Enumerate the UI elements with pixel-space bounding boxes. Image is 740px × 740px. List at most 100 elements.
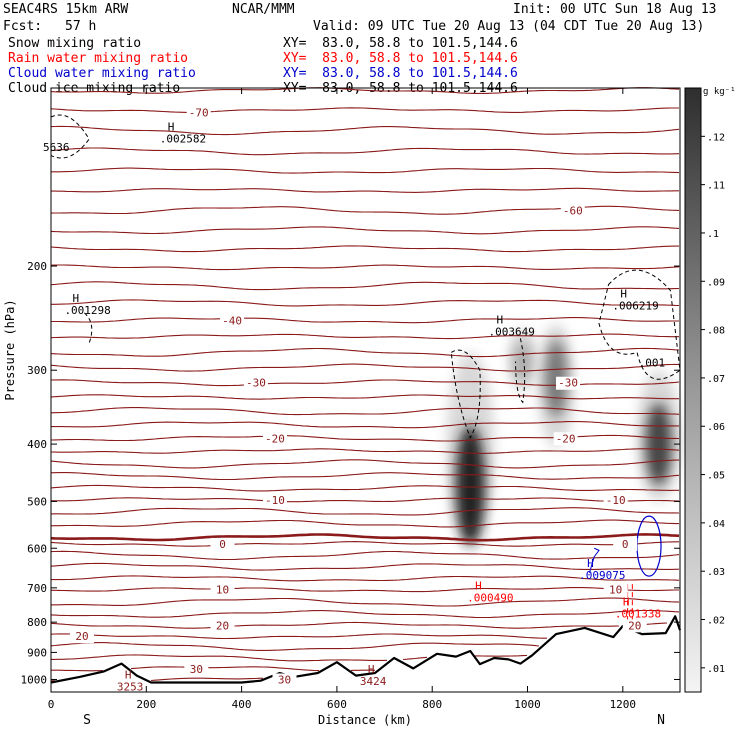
temp-label-bg-3: [243, 376, 268, 390]
y-tick-label-0: 200: [27, 260, 47, 273]
temp-label-bg-2: [220, 314, 245, 328]
temperature-contour-11: [50, 550, 680, 561]
model-title: SEAC4RS 15km ARW: [3, 2, 129, 17]
temperature-contour-25: [50, 379, 680, 387]
temp-label-bg-12: [603, 583, 628, 597]
temp-label-bg-5: [262, 432, 287, 446]
x-tick-label-5: 1000: [514, 698, 541, 711]
x-tick-label-4: 800: [422, 698, 442, 711]
temp-contour-label-8: -10: [606, 494, 626, 507]
temperature-contour-1: [51, 666, 376, 672]
temp-label-bg-13: [210, 619, 235, 633]
temp-label-bg-4: [556, 376, 581, 390]
y-tick-label-5: 700: [27, 582, 47, 595]
x-axis-label: Distance (km): [318, 713, 412, 727]
plot-frame: [50, 87, 681, 693]
temperature-contour-36: [51, 187, 679, 193]
maximum-marker-7: H: [475, 579, 482, 592]
cloud-ice-contour-0: [450, 349, 481, 439]
temp-contour-label-3: -30: [246, 377, 266, 390]
y-tick-label-8: 1000: [21, 673, 48, 686]
temperature-contour-28: [50, 333, 679, 340]
temperature-contour-21: [50, 434, 680, 442]
colorbar-tick-label-11: .12: [707, 132, 725, 143]
maximum-value-0: .002582: [160, 133, 206, 146]
y-tick-label-7: 900: [27, 646, 47, 659]
field-xy-snow: XY= 83.0, 58.8 to 101.5,144.6: [283, 36, 518, 51]
temp-contour-label-0: -70: [189, 106, 209, 119]
temp-contour-label-11: 10: [216, 584, 229, 597]
shaded-column-core-3: [645, 403, 672, 486]
maximum-marker-8: H: [623, 596, 630, 609]
maximum-marker-6: H: [587, 557, 594, 570]
colorbar-tick-label-3: .04: [707, 519, 725, 530]
colorbar-tick-label-8: .09: [707, 277, 725, 288]
temperature-contour-6: [50, 609, 680, 619]
temperature-contour-7: [50, 597, 680, 607]
temperature-contour-14: [50, 519, 679, 528]
field-name-snow: Snow mixing ratio: [8, 36, 142, 51]
temperature-contour-3: [50, 642, 540, 651]
underground-mask: [51, 616, 680, 692]
temperature-contour-9: [51, 575, 680, 582]
cloud-ice-contour-4: [84, 312, 93, 344]
temperature-contour-16: [50, 497, 680, 503]
colorbar-tick-label-4: .05: [707, 471, 725, 482]
temperature-contour-22: [50, 421, 679, 429]
cloud-water-contour-0: [636, 515, 662, 577]
temp-label-bg-9: [210, 537, 235, 551]
cloud-ice-contour-1: [515, 338, 526, 404]
maximum-marker-10: H: [368, 663, 375, 676]
freezing-level-contour: [50, 533, 680, 542]
temp-contour-label-5: -20: [265, 432, 285, 445]
temperature-contour-20: [50, 448, 680, 454]
temperature-contour-35: [50, 205, 680, 215]
temp-label-bg-8: [603, 493, 628, 507]
temperature-contour-39: [50, 125, 680, 136]
maximum-value-2: .003649: [489, 325, 535, 338]
temp-label-bg-16: [184, 662, 209, 676]
cloud-water-contour-1: [588, 547, 600, 573]
temp-contour-label-9: 0: [219, 538, 226, 551]
temp-label-bg-10: [613, 537, 638, 551]
colorbar-tick-label-1: .02: [707, 616, 725, 627]
end-label-south: S: [83, 713, 91, 728]
temperature-contour-24: [50, 394, 679, 400]
temperature-contour-41: [50, 87, 680, 94]
temperature-contour-10: [50, 562, 680, 571]
temperature-contour-8: [51, 586, 679, 593]
terrain-surface-line: [50, 615, 682, 684]
y-tick-label-6: 800: [27, 616, 47, 629]
terrain-layer: [50, 615, 682, 692]
colorbar-tick-label-0: .01: [707, 664, 725, 675]
temperature-contour-2: [51, 654, 528, 662]
temperature-contour-32: [50, 264, 680, 271]
colorbar-tick-label-10: .11: [707, 181, 725, 192]
temp-contour-label-4: -30: [558, 377, 578, 390]
temperature-contour-40: [50, 107, 679, 113]
temperature-contour-4: [50, 633, 547, 640]
temperature-contour-30: [51, 299, 680, 307]
colorbar-tick-label-6: .07: [707, 374, 725, 385]
temperature-contour-37: [51, 167, 680, 174]
shaded-column-core-1: [513, 342, 532, 381]
temperature-contours: [50, 87, 680, 682]
temp-contour-label-16: 30: [190, 663, 203, 676]
temperature-contour-31: [50, 281, 680, 291]
y-tick-label-3: 500: [27, 495, 47, 508]
temp-contour-label-1: -60: [563, 204, 583, 217]
temp-label-bg-14: [69, 630, 94, 644]
x-tick-label-2: 400: [232, 698, 252, 711]
maximum-value-9: 3253: [117, 681, 144, 694]
init-time: Init: 00 UTC Sun 18 Aug 13: [513, 2, 717, 17]
colorbar-tick-label-2: .03: [707, 567, 725, 578]
field-name-cloud-water: Cloud water mixing ratio: [8, 66, 196, 81]
temperature-contour-33: [50, 245, 679, 253]
temp-contour-label-15: 20: [628, 619, 641, 632]
y-tick-label-2: 400: [27, 438, 47, 451]
colorbar: .01 .02 .03 .04 .05 .06 .07 .08 .09 .1 .11 .12 g kg⁻…: [684, 87, 736, 693]
temp-label-bg-1: [560, 204, 585, 218]
field-xy-cloud-water: XY= 83.0, 58.8 to 101.5,144.6: [283, 66, 518, 81]
